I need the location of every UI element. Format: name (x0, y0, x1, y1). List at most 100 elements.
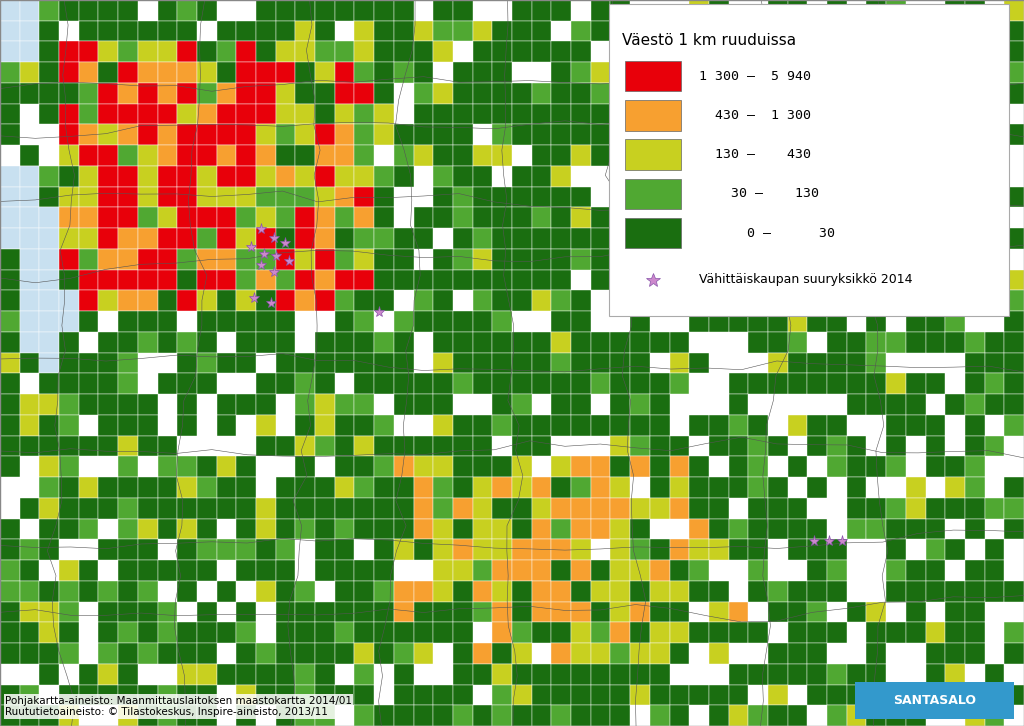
Bar (473, 21, 493, 41)
Bar (237, 83, 256, 104)
Bar (394, 602, 414, 622)
Bar (275, 685, 295, 705)
Bar (0, 249, 19, 269)
Bar (79, 373, 98, 394)
Bar (414, 290, 433, 311)
Bar (650, 228, 670, 249)
Bar (493, 415, 512, 436)
Bar (965, 622, 985, 643)
Bar (315, 332, 335, 353)
Bar (827, 622, 847, 643)
Bar (906, 705, 926, 726)
Bar (650, 104, 670, 124)
Bar (79, 104, 98, 124)
Bar (965, 353, 985, 373)
Bar (787, 353, 807, 373)
Bar (295, 643, 315, 664)
Bar (177, 290, 197, 311)
Bar (1005, 290, 1024, 311)
Bar (354, 249, 374, 269)
Bar (670, 622, 689, 643)
Bar (926, 539, 945, 560)
Bar (374, 41, 394, 62)
Bar (59, 518, 79, 539)
Bar (118, 457, 138, 477)
Bar (158, 498, 177, 518)
Bar (807, 353, 827, 373)
Bar (493, 457, 512, 477)
Bar (551, 269, 571, 290)
Bar (197, 622, 217, 643)
Bar (138, 518, 158, 539)
Bar (945, 457, 965, 477)
Bar (787, 311, 807, 332)
Bar (433, 560, 453, 581)
Bar (571, 560, 591, 581)
Bar (197, 62, 217, 83)
Bar (965, 477, 985, 498)
Bar (177, 124, 197, 145)
Bar (335, 228, 354, 249)
Bar (197, 353, 217, 373)
Bar (749, 41, 768, 62)
Bar (118, 539, 138, 560)
Bar (709, 187, 729, 208)
Bar (591, 705, 610, 726)
Bar (315, 62, 335, 83)
Bar (670, 41, 689, 62)
Bar (945, 581, 965, 602)
Bar (551, 208, 571, 228)
Bar (177, 83, 197, 104)
Bar (985, 145, 1005, 166)
Bar (610, 21, 630, 41)
Bar (866, 290, 886, 311)
Bar (197, 145, 217, 166)
Bar (531, 518, 551, 539)
Bar (433, 249, 453, 269)
Bar (177, 249, 197, 269)
Bar (138, 62, 158, 83)
Bar (138, 41, 158, 62)
Bar (571, 498, 591, 518)
Bar (237, 290, 256, 311)
Bar (217, 124, 237, 145)
Bar (670, 602, 689, 622)
Bar (59, 602, 79, 622)
Bar (59, 187, 79, 208)
Bar (906, 581, 926, 602)
Bar (926, 373, 945, 394)
Bar (551, 228, 571, 249)
Bar (138, 498, 158, 518)
Bar (512, 685, 531, 705)
Bar (295, 166, 315, 187)
Bar (571, 685, 591, 705)
Bar (807, 685, 827, 705)
Bar (217, 394, 237, 415)
Bar (394, 166, 414, 187)
Bar (709, 539, 729, 560)
Bar (630, 581, 650, 602)
Bar (709, 104, 729, 124)
Bar (610, 269, 630, 290)
Bar (729, 311, 749, 332)
Bar (453, 83, 473, 104)
Bar (551, 477, 571, 498)
Bar (906, 373, 926, 394)
Bar (729, 269, 749, 290)
Bar (237, 685, 256, 705)
Bar (19, 269, 39, 290)
Bar (19, 249, 39, 269)
Bar (906, 249, 926, 269)
Bar (414, 311, 433, 332)
Bar (256, 62, 275, 83)
Bar (729, 685, 749, 705)
Bar (906, 145, 926, 166)
Bar (493, 373, 512, 394)
Bar (256, 436, 275, 457)
Bar (335, 518, 354, 539)
Bar (275, 208, 295, 228)
Bar (433, 41, 453, 62)
Bar (591, 643, 610, 664)
Bar (118, 518, 138, 539)
Bar (0, 622, 19, 643)
